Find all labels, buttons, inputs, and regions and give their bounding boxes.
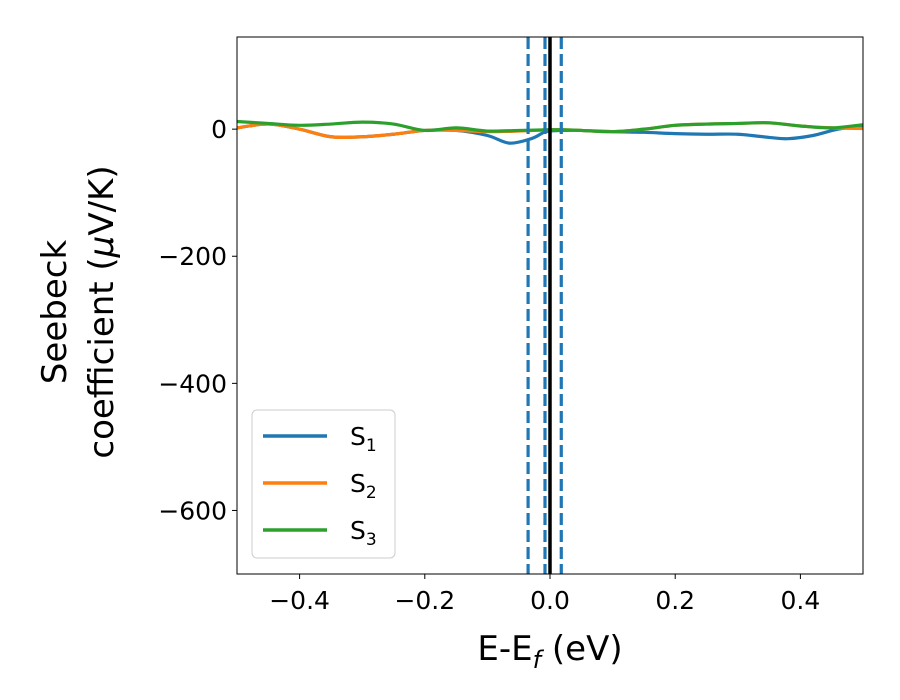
x-axis-label-unit: (eV) [541,629,623,669]
x-tick-label: −0.2 [394,586,455,615]
y-axis-label-line2: coefficient (μV/K) [82,165,122,458]
y-axis-label-line1: Seebeck [35,240,75,385]
y-axis-label-mu: μ [82,236,122,259]
y-tick-label: −200 [158,242,227,271]
x-tick-label: 0.4 [781,586,821,615]
x-tick-label: −0.4 [269,586,330,615]
x-tick-label: 0.0 [530,586,570,615]
legend-label-s3: S3 [350,516,377,550]
legend-label-s1: S1 [350,422,377,456]
series-line-s3 [237,119,863,134]
y-axis: 0 −200 −400 −600 [158,115,237,525]
y-tick-label: 0 [211,115,227,144]
legend: S1 S2 S3 [251,409,396,559]
x-tick-label: 0.2 [655,586,695,615]
y-tick-label: −600 [158,496,227,525]
vline-layer [526,37,563,574]
x-axis-label: E-Ef (eV) [477,629,622,674]
x-axis: −0.4 −0.2 0.0 0.2 0.4 [269,574,820,615]
y-tick-label: −400 [158,369,227,398]
legend-label-s2: S2 [350,469,377,503]
y-axis-label-unit: V/K) [82,165,122,235]
